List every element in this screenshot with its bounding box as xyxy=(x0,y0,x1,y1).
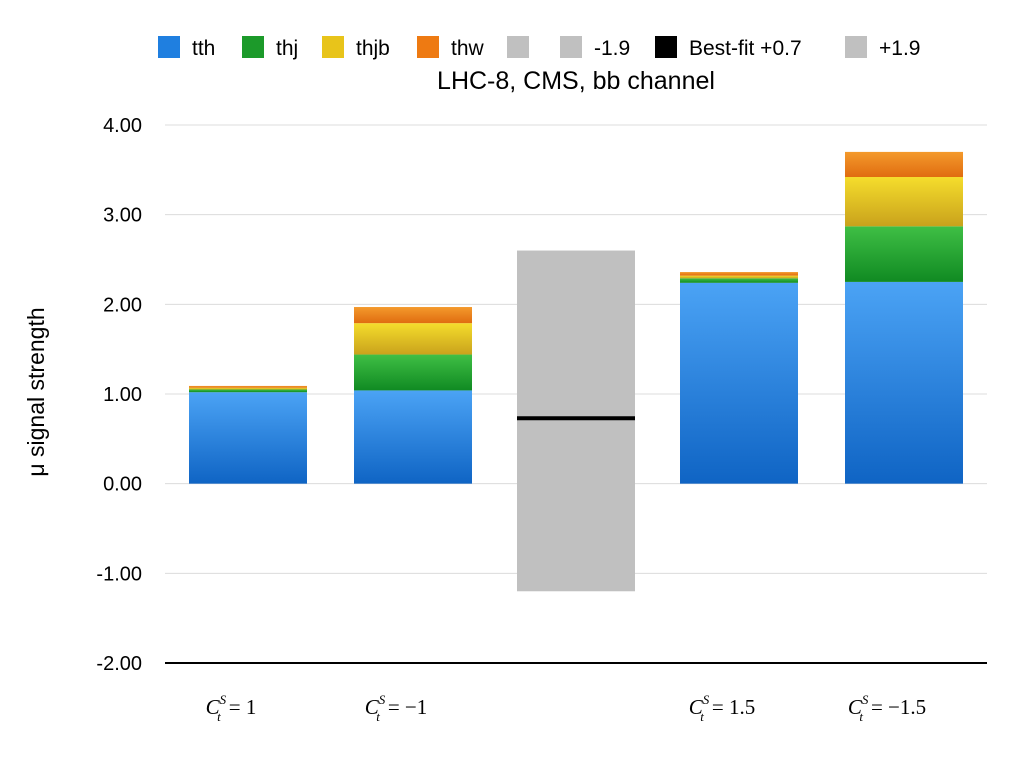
bar-thjb-0 xyxy=(189,387,307,390)
bar-thj-4 xyxy=(845,226,963,282)
bar-thj-3 xyxy=(680,278,798,283)
legend-label: -1.9 xyxy=(594,37,630,60)
x-category-label: CS t = −1 xyxy=(365,692,428,724)
bar-tth-1 xyxy=(354,390,472,484)
y-tick-label: 0.00 xyxy=(103,474,142,496)
legend-swatch xyxy=(417,36,439,58)
bar-thw-3 xyxy=(680,272,798,276)
y-tick-label: -1.00 xyxy=(96,563,142,585)
legend-label: tth xyxy=(192,37,215,60)
bar-thw-1 xyxy=(354,307,472,324)
bars xyxy=(189,151,963,484)
x-category-labels: CS t = 1 CS t = −1 CS t = 1.5 CS t = −1.5 xyxy=(206,692,927,724)
bar-tth-0 xyxy=(189,392,307,484)
legend-label: +1.9 xyxy=(879,37,920,60)
bar-thj-0 xyxy=(189,389,307,393)
y-tick-labels: 4.00 3.00 2.00 1.00 0.00 -1.00 -2.00 xyxy=(96,115,142,675)
bar-tth-3 xyxy=(680,282,798,484)
y-tick-label: -2.00 xyxy=(96,653,142,675)
legend-swatch xyxy=(242,36,264,58)
legend: tth thj thjb thw -1.9 Best-fit +0.7 +1.9 xyxy=(158,36,920,60)
bar-thjb-1 xyxy=(354,323,472,355)
bar-thw-4 xyxy=(845,151,963,178)
bar-thw-0 xyxy=(189,385,307,388)
uncertainty-band xyxy=(517,250,635,592)
legend-swatch xyxy=(322,36,344,58)
bar-thjb-4 xyxy=(845,177,963,227)
legend-label: Best-fit +0.7 xyxy=(689,37,802,60)
bar-tth-4 xyxy=(845,281,963,484)
bar-thjb-3 xyxy=(680,275,798,279)
fit-band xyxy=(517,250,635,592)
legend-swatch xyxy=(655,36,677,58)
x-category-label: CS t = 1.5 xyxy=(689,692,755,724)
legend-label: thjb xyxy=(356,37,390,60)
legend-swatch xyxy=(560,36,582,58)
y-tick-label: 4.00 xyxy=(103,115,142,137)
legend-label: thj xyxy=(276,37,298,60)
legend-label: thw xyxy=(451,37,485,60)
y-axis-label: μ signal strength xyxy=(23,307,49,476)
x-category-label: CS t = −1.5 xyxy=(848,692,926,724)
x-category-label: CS t = 1 xyxy=(206,692,257,724)
legend-swatch xyxy=(845,36,867,58)
y-tick-label: 2.00 xyxy=(103,294,142,316)
legend-swatch xyxy=(507,36,529,58)
legend-swatch xyxy=(158,36,180,58)
y-tick-label: 1.00 xyxy=(103,384,142,406)
bar-thj-1 xyxy=(354,354,472,391)
y-tick-label: 3.00 xyxy=(103,205,142,227)
chart-title: LHC-8, CMS, bb channel xyxy=(437,67,715,95)
